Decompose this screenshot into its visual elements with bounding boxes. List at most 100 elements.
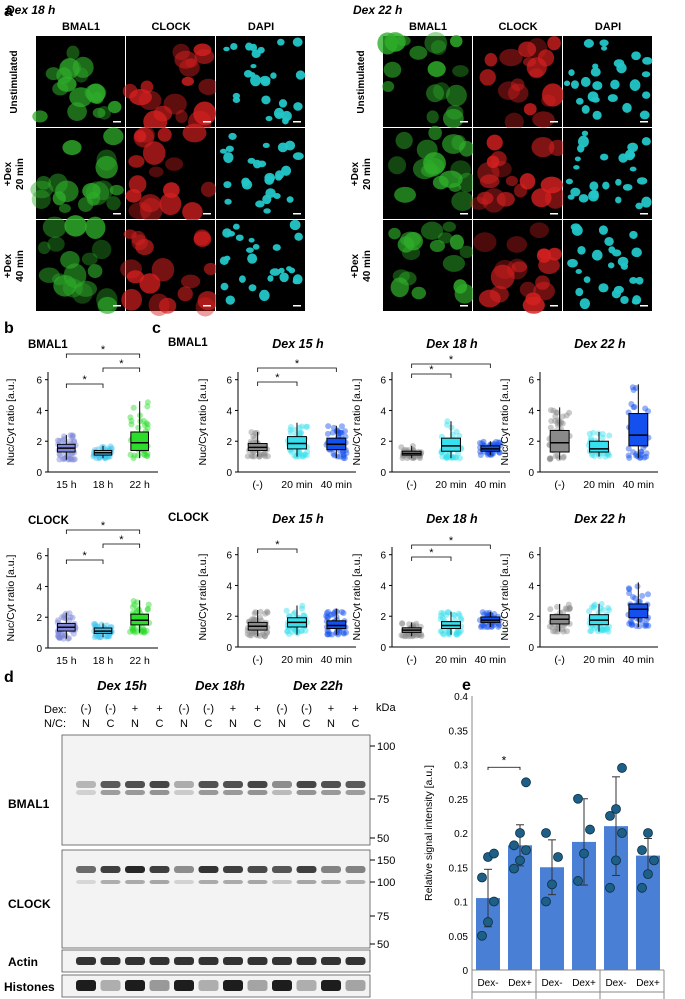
data-point (340, 629, 347, 636)
data-point (486, 609, 493, 616)
micrograph-dapi-cell (589, 181, 599, 191)
micrograph-clock-cell (182, 123, 207, 143)
data-point (496, 439, 503, 446)
panel-c-title: Dex 15 h (272, 337, 324, 351)
data-point (324, 631, 331, 638)
micrograph-dapi-cell (598, 225, 608, 235)
data-point (248, 630, 255, 637)
data-point (65, 452, 72, 459)
dex-mark: + (352, 703, 358, 715)
data-point (260, 451, 267, 458)
data-point (599, 626, 606, 633)
data-point (550, 407, 557, 414)
protein-band (345, 957, 366, 965)
data-point (595, 628, 602, 635)
data-point (456, 612, 463, 619)
data-point (566, 606, 573, 613)
micrograph-bmal1-cell (84, 216, 106, 239)
data-point (340, 451, 347, 458)
data-point (334, 453, 341, 460)
protein-band (223, 866, 243, 873)
panel-b-ylabel: Nuc/Cyt ratio [a.u.] (5, 378, 17, 465)
row-label: 20 min (15, 158, 26, 190)
data-point (515, 855, 525, 866)
data-point (70, 456, 77, 463)
micrograph-clock-cell (476, 191, 494, 205)
panel-letter-c: c (152, 320, 161, 337)
y-tick-label: 4 (226, 406, 232, 417)
data-point (483, 623, 490, 630)
data-point (326, 631, 333, 638)
data-point (301, 612, 308, 619)
data-point (566, 605, 573, 612)
y-tick-label: 2 (226, 612, 232, 623)
micrograph-clock (473, 36, 564, 131)
panel-b-plot: 0 2 4 6 15 h 18 h 22 h * * * (36, 344, 158, 491)
data-point (96, 454, 103, 461)
micrograph-dapi-cell (292, 37, 303, 47)
data-point (437, 612, 444, 619)
category-label: 40 min (475, 479, 507, 491)
protein-band (321, 957, 341, 965)
data-point (327, 611, 334, 618)
box (130, 613, 149, 626)
data-point (588, 627, 595, 634)
data-point (509, 863, 519, 874)
micrograph-dapi-cell (599, 39, 609, 47)
e-significance-bracket (487, 766, 521, 770)
scale-bar (550, 305, 558, 307)
data-point (629, 594, 636, 601)
data-point (560, 628, 567, 635)
micrograph-clock-cell (532, 111, 555, 128)
y-tick-label: 6 (380, 376, 386, 387)
micrograph-bmal1-cell (398, 271, 417, 286)
data-point (249, 616, 256, 623)
micrograph-bmal1-cell (427, 61, 446, 77)
data-point (589, 604, 596, 611)
protein-band (345, 790, 366, 795)
data-point (256, 453, 263, 460)
data-point (591, 452, 598, 459)
protein-band (321, 790, 341, 795)
micrograph-bmal1-cell (411, 286, 427, 300)
data-point (338, 429, 345, 436)
significance-star: * (449, 535, 454, 547)
data-point (480, 438, 487, 445)
protein-band (345, 880, 366, 884)
micrograph-dapi-cell (607, 94, 618, 103)
micrograph-dapi-cell (591, 249, 603, 261)
micrograph-clock-cell (518, 41, 537, 58)
data-point (402, 632, 409, 639)
y-tick-label: 0 (380, 643, 386, 654)
data-point (55, 632, 62, 639)
scale-bar (203, 305, 211, 307)
micrograph-clock-cell (533, 281, 555, 301)
data-point (456, 432, 463, 439)
data-point (130, 455, 137, 462)
protein-band (100, 866, 121, 873)
data-point (628, 401, 635, 408)
data-point (325, 608, 332, 615)
micrograph-bmal1-cell (63, 263, 87, 288)
micrograph-bmal1-cell (445, 84, 467, 107)
micrograph-dapi-cell (286, 196, 294, 203)
micrograph-clock-cell (125, 188, 142, 203)
data-point (626, 586, 633, 593)
data-point (440, 631, 447, 638)
data-point (625, 445, 632, 452)
data-point (325, 614, 332, 621)
data-point (54, 437, 61, 444)
micrograph-clock-cell (541, 94, 556, 107)
micrograph-dapi-cell (563, 80, 571, 87)
data-point (286, 631, 293, 638)
data-point (642, 405, 649, 412)
micrograph-clock-cell (128, 175, 147, 194)
micrograph-bmal1-cell (58, 203, 71, 213)
data-point (343, 629, 350, 636)
micrograph-bmal1-cell (400, 231, 421, 248)
micrograph-bmal1-cell (59, 57, 80, 80)
significance-bracket (102, 543, 141, 548)
category-label: 20 min (583, 479, 615, 491)
micrograph-bmal1-cell (48, 173, 68, 194)
data-point (437, 628, 444, 635)
